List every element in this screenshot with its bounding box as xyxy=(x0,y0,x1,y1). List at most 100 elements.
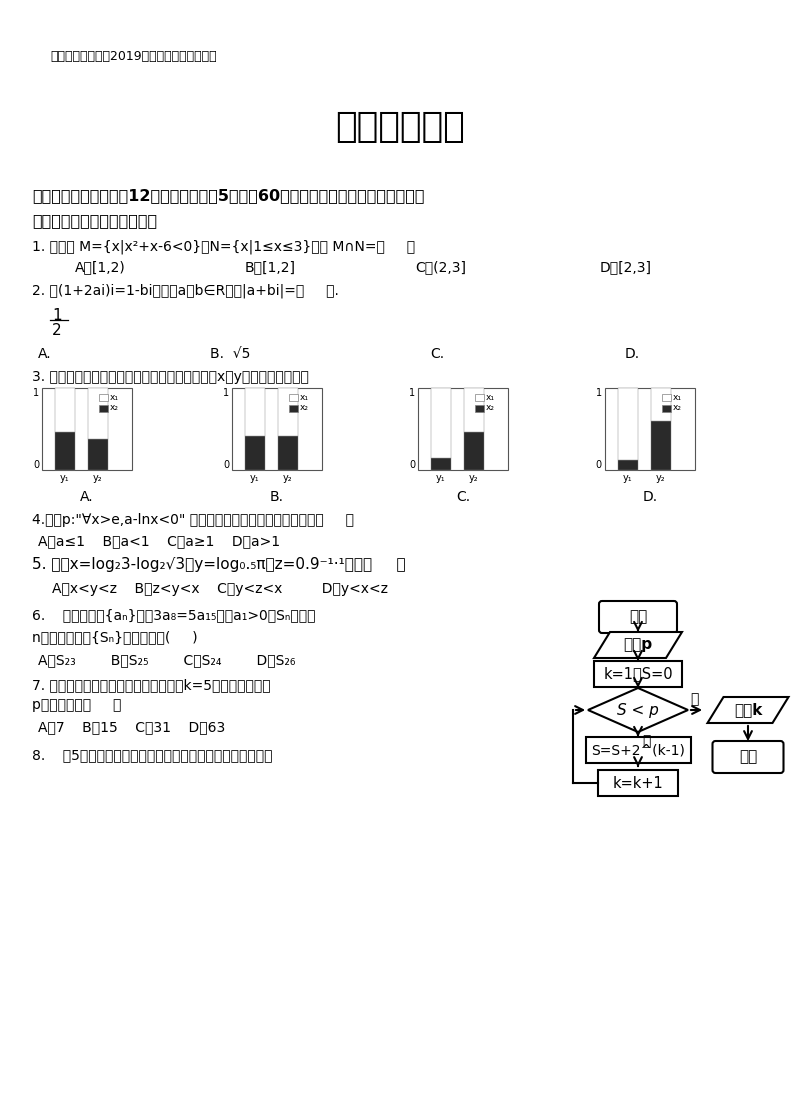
Bar xyxy=(475,394,484,401)
Bar xyxy=(88,388,108,439)
Text: 1: 1 xyxy=(33,388,39,398)
Bar xyxy=(99,406,108,412)
Text: 只有一项是符合题目要求的．: 只有一项是符合题目要求的． xyxy=(32,213,157,228)
Bar xyxy=(618,460,638,470)
Text: 0: 0 xyxy=(409,460,415,470)
Text: x₂: x₂ xyxy=(673,403,682,412)
Polygon shape xyxy=(588,688,688,732)
Text: 输入p: 输入p xyxy=(623,637,653,653)
Bar xyxy=(605,388,695,470)
Text: B．[1,2]: B．[1,2] xyxy=(245,260,296,274)
Text: 1: 1 xyxy=(409,388,415,398)
Bar xyxy=(55,388,75,432)
Text: 0: 0 xyxy=(596,460,602,470)
FancyBboxPatch shape xyxy=(713,741,783,773)
Text: A．[1,2): A．[1,2) xyxy=(75,260,126,274)
Text: 开始: 开始 xyxy=(739,749,757,765)
Text: 数学（理科）: 数学（理科） xyxy=(335,110,465,144)
Text: 遵义航天高级中学2019届高三第二次模拟考试: 遵义航天高级中学2019届高三第二次模拟考试 xyxy=(50,50,217,63)
Bar xyxy=(464,388,484,432)
Text: 5. 已知x=log₂3-log₂√3，y=log₀.₅π，z=0.9⁻¹·¹，则（     ）: 5. 已知x=log₂3-log₂√3，y=log₀.₅π，z=0.9⁻¹·¹，… xyxy=(32,557,406,572)
Text: A．7    B．15    C．31    D．63: A．7 B．15 C．31 D．63 xyxy=(38,720,226,733)
Text: x₁: x₁ xyxy=(300,392,309,401)
Bar xyxy=(88,439,108,470)
Text: 7. 执行如图所示的程序框图，若输出的k=5，则输入的整数: 7. 执行如图所示的程序框图，若输出的k=5，则输入的整数 xyxy=(32,678,270,692)
Text: A．a≤1    B．a<1    C．a≥1    D．a>1: A．a≤1 B．a<1 C．a≥1 D．a>1 xyxy=(38,534,280,548)
Bar xyxy=(618,388,638,460)
Bar xyxy=(278,388,298,437)
Text: p的最大值为（     ）: p的最大值为（ ） xyxy=(32,698,122,712)
Text: 3. 观察下面频率等高条形图，其中两个分类变量x，y之间关系最强的是: 3. 观察下面频率等高条形图，其中两个分类变量x，y之间关系最强的是 xyxy=(32,370,309,384)
Text: 开始: 开始 xyxy=(629,609,647,625)
Bar xyxy=(431,388,451,458)
Text: C.: C. xyxy=(456,490,470,504)
Bar xyxy=(431,458,451,470)
Text: 2. 若(1+2ai)i=1-bi，其中a，b∈R，则|a+bi|=（     ）.: 2. 若(1+2ai)i=1-bi，其中a，b∈R，则|a+bi|=（ ）. xyxy=(32,283,339,298)
Text: 1: 1 xyxy=(596,388,602,398)
Text: y₁: y₁ xyxy=(60,473,70,483)
FancyBboxPatch shape xyxy=(599,601,677,633)
Bar xyxy=(651,421,671,470)
Text: y₂: y₂ xyxy=(93,473,103,483)
Text: k=1，S=0: k=1，S=0 xyxy=(603,667,673,681)
Text: A.: A. xyxy=(38,347,52,361)
Text: n项和，则数列{Sₙ}的最大项为(     ): n项和，则数列{Sₙ}的最大项为( ) xyxy=(32,630,198,644)
Text: y₂: y₂ xyxy=(469,473,479,483)
Text: 输出k: 输出k xyxy=(734,702,762,718)
Bar xyxy=(475,406,484,412)
Text: D.: D. xyxy=(642,490,658,504)
Text: C.: C. xyxy=(430,347,444,361)
Bar xyxy=(232,388,322,470)
Text: x₁: x₁ xyxy=(486,392,495,401)
Text: x₂: x₂ xyxy=(300,403,309,412)
Bar xyxy=(55,432,75,470)
Text: x₁: x₁ xyxy=(673,392,682,401)
Text: x₁: x₁ xyxy=(110,392,119,401)
Text: S=S+2^(k-1): S=S+2^(k-1) xyxy=(591,743,685,757)
Text: 6.    设等差数列{aₙ}满足3a₈=5a₁₅，且a₁>0，Sₙ为其前: 6. 设等差数列{aₙ}满足3a₈=5a₁₅，且a₁>0，Sₙ为其前 xyxy=(32,608,315,622)
Text: y₂: y₂ xyxy=(283,473,293,483)
Text: 4.命题p:"∀x>e,a-lnx<0" 为真命题的一个充分不必要条件是（     ）: 4.命题p:"∀x>e,a-lnx<0" 为真命题的一个充分不必要条件是（ ） xyxy=(32,513,354,527)
Bar xyxy=(289,406,298,412)
Text: x₂: x₂ xyxy=(486,403,495,412)
Text: 1: 1 xyxy=(52,308,62,324)
Text: 2: 2 xyxy=(52,324,62,338)
Text: 0: 0 xyxy=(223,460,229,470)
Text: 0: 0 xyxy=(33,460,39,470)
Bar xyxy=(278,437,298,470)
Text: A．x<y<z    B．z<y<x    C．y<z<x         D．y<x<z: A．x<y<z B．z<y<x C．y<z<x D．y<x<z xyxy=(52,582,388,596)
Text: k=k+1: k=k+1 xyxy=(613,776,663,790)
Text: A．S₂₃        B．S₂₅        C．S₂₄        D．S₂₆: A．S₂₃ B．S₂₅ C．S₂₄ D．S₂₆ xyxy=(38,653,295,667)
Text: D．[2,3]: D．[2,3] xyxy=(600,260,652,274)
Bar xyxy=(598,770,678,796)
Bar xyxy=(42,388,132,470)
Text: D.: D. xyxy=(625,347,640,361)
Text: x₂: x₂ xyxy=(110,403,119,412)
Text: y₁: y₁ xyxy=(623,473,633,483)
Text: y₂: y₂ xyxy=(656,473,666,483)
Text: 否: 否 xyxy=(690,692,698,706)
Bar xyxy=(662,406,671,412)
Polygon shape xyxy=(707,697,789,724)
Bar xyxy=(594,661,682,687)
Bar xyxy=(289,394,298,401)
Text: 8.    将5本不同的书分给甲、乙、丙三人，每人至少一本至多: 8. 将5本不同的书分给甲、乙、丙三人，每人至少一本至多 xyxy=(32,748,273,762)
Bar xyxy=(651,388,671,421)
Bar xyxy=(418,388,508,470)
Text: y₁: y₁ xyxy=(250,473,260,483)
Text: B.  √5: B. √5 xyxy=(210,347,250,361)
Bar xyxy=(245,388,265,435)
Polygon shape xyxy=(594,632,682,658)
Text: A.: A. xyxy=(80,490,94,504)
Text: B.: B. xyxy=(270,490,284,504)
Text: 一、选择题：本大题共12个小题，每小题5分，共60分．在每小题给出的四个选项中，: 一、选择题：本大题共12个小题，每小题5分，共60分．在每小题给出的四个选项中， xyxy=(32,188,425,203)
Text: 1. 设集合 M={x|x²+x-6<0}，N={x|1≤x≤3}，则 M∩N=（     ）: 1. 设集合 M={x|x²+x-6<0}，N={x|1≤x≤3}，则 M∩N=… xyxy=(32,240,415,255)
Text: 是: 是 xyxy=(642,733,650,748)
Bar xyxy=(99,394,108,401)
Text: 1: 1 xyxy=(223,388,229,398)
Bar xyxy=(662,394,671,401)
Text: y₁: y₁ xyxy=(436,473,446,483)
Bar xyxy=(245,435,265,470)
Text: S < p: S < p xyxy=(617,702,659,718)
Bar xyxy=(586,737,690,763)
